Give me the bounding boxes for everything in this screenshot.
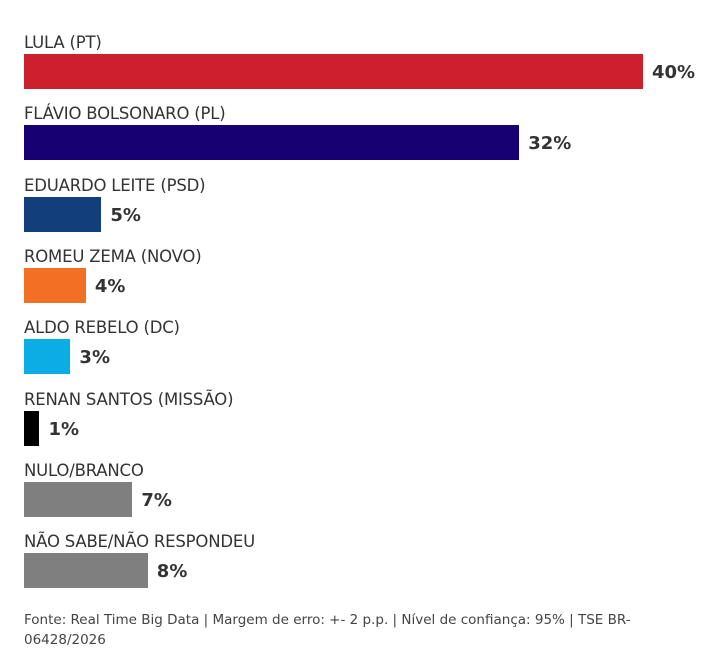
value-label-flavio-bolsonaro-pl: 32%	[528, 133, 572, 155]
category-label-flavio-bolsonaro-pl: FLÁVIO BOLSONARO (PL)	[24, 104, 226, 124]
bar-flavio-bolsonaro-pl	[24, 125, 520, 161]
category-label-eduardo-leite-psd: EDUARDO LEITE (PSD)	[24, 175, 206, 195]
bar-nao-sabe-nao-respondeu	[24, 553, 148, 589]
bar-aldo-rebelo-dc	[24, 339, 71, 375]
value-label-renan-santos-missao: 1%	[48, 418, 80, 440]
category-label-aldo-rebelo-dc: ALDO REBELO (DC)	[24, 318, 180, 338]
value-label-nao-sabe-nao-respondeu: 8%	[156, 561, 188, 583]
value-label-romeu-zema-novo: 4%	[94, 275, 126, 297]
bar-nulo-branco	[24, 481, 133, 517]
source-note: Fonte: Real Time Big Data | Margem de er…	[24, 612, 631, 648]
category-label-nao-sabe-nao-respondeu: NÃO SABE/NÃO RESPONDEU	[24, 532, 255, 552]
value-label-nulo-branco: 7%	[141, 489, 172, 511]
category-label-nulo-branco: NULO/BRANCO	[24, 460, 144, 480]
value-label-lula-pt: 40%	[652, 62, 696, 83]
value-label-eduardo-leite-psd: 5%	[110, 204, 141, 226]
category-label-lula-pt: LULA (PT)	[24, 33, 102, 52]
bar-romeu-zema-novo	[24, 267, 86, 303]
category-label-romeu-zema-novo: ROMEU ZEMA (NOVO)	[24, 246, 202, 266]
category-label-renan-santos-missao: RENAN SANTOS (MISSÃO)	[24, 389, 234, 409]
bar-renan-santos-missao	[24, 410, 40, 446]
bar-lula-pt	[24, 54, 643, 89]
value-label-aldo-rebelo-dc: 3%	[79, 347, 110, 369]
bar-chart: LULA (PT) 40% FLÁVIO BOLSONARO (PL) 32% EDUA…	[24, 33, 696, 589]
bar-eduardo-leite-psd	[24, 196, 102, 232]
